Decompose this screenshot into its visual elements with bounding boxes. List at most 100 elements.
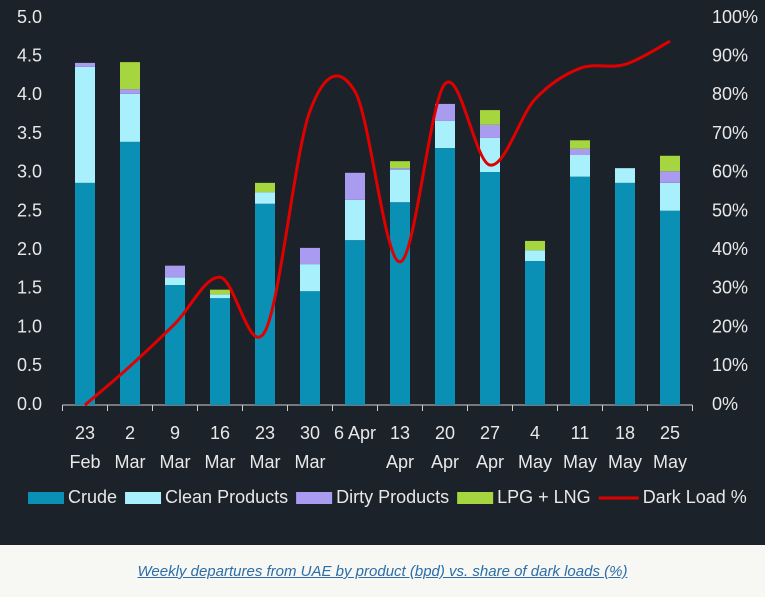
bar-segment [480, 172, 500, 405]
x-tick-label: 13 [390, 423, 410, 443]
x-tick-label: 25 [660, 423, 680, 443]
bar-segment [390, 202, 410, 405]
y-tick-label: 2.5 [17, 200, 42, 220]
x-tick-label: Feb [69, 452, 100, 472]
legend-swatch [28, 492, 64, 504]
y2-tick-label: 10% [712, 355, 748, 375]
bar-segment [210, 294, 230, 299]
bar-segment [300, 247, 320, 265]
x-tick-label: 27 [480, 423, 500, 443]
x-tick-label: 2 [125, 423, 135, 443]
y-tick-label: 1.5 [17, 278, 42, 298]
bar-segment [210, 289, 230, 295]
bar-segment [210, 298, 230, 405]
bar-segment [480, 124, 500, 138]
y-tick-label: 0.0 [17, 394, 42, 414]
x-tick-label: May [563, 452, 597, 472]
bar-segment [390, 169, 410, 203]
legend-label: Dirty Products [336, 487, 449, 507]
x-tick-label: Apr [431, 452, 459, 472]
bar-segment [165, 265, 185, 278]
y2-tick-label: 80% [712, 84, 748, 104]
bar-segment [390, 168, 410, 170]
y-tick-label: 4.5 [17, 45, 42, 65]
legend-label: Crude [68, 487, 117, 507]
bar-segment [660, 182, 680, 211]
y2-tick-label: 70% [712, 123, 748, 143]
bar-segment [615, 168, 635, 183]
bar-segment [255, 192, 275, 204]
bar-segment [615, 182, 635, 405]
y-tick-label: 3.0 [17, 162, 42, 182]
bar-segment [75, 66, 95, 183]
bar-segment [435, 120, 455, 149]
bar-segment [75, 182, 95, 405]
x-tick-label: Apr [476, 452, 504, 472]
bar-segment [345, 172, 365, 200]
bar-segment [525, 261, 545, 405]
x-tick-label: Mar [250, 452, 281, 472]
bar-segment [345, 240, 365, 405]
caption-link[interactable]: Weekly departures from UAE by product (b… [137, 563, 628, 580]
bar-segment [660, 171, 680, 183]
legend-swatch [125, 492, 162, 504]
y2-tick-label: 40% [712, 239, 748, 259]
x-tick-label: Apr [386, 452, 414, 472]
bar-segment [120, 93, 140, 142]
y-tick-label: 0.5 [17, 355, 42, 375]
bar-segment [165, 285, 185, 405]
y2-tick-label: 90% [712, 45, 748, 65]
y-tick-label: 1.0 [17, 316, 42, 336]
bar-segment [660, 155, 680, 172]
y2-tick-label: 60% [712, 162, 748, 182]
bar-segment [660, 210, 680, 405]
x-tick-label: 9 [170, 423, 180, 443]
x-tick-label: 16 [210, 423, 230, 443]
bar-segment [570, 154, 590, 177]
bar-segment [570, 140, 590, 149]
x-tick-label: 4 [530, 423, 540, 443]
x-tick-label: 20 [435, 423, 455, 443]
y2-tick-label: 20% [712, 316, 748, 336]
bar-segment [525, 240, 545, 251]
x-tick-label: Mar [295, 452, 326, 472]
bar-segment [435, 103, 455, 121]
line [84, 39, 671, 407]
bar-segment [570, 176, 590, 405]
bar-segment [120, 141, 140, 405]
y2-tick-label: 30% [712, 278, 748, 298]
legend-label: Dark Load % [643, 487, 747, 507]
bar-segment [300, 291, 320, 405]
y-tick-label: 3.5 [17, 123, 42, 143]
bar-segment [255, 203, 275, 405]
x-tick-label: Mar [160, 452, 191, 472]
legend-label: Clean Products [165, 487, 288, 507]
x-tick-label: May [653, 452, 687, 472]
x-tick-label: May [518, 452, 552, 472]
bar-segment [435, 148, 455, 406]
legend-swatch [457, 492, 494, 504]
x-tick-label: 6 Apr [334, 423, 376, 443]
bar-segment [75, 62, 95, 67]
bar-segment [345, 199, 365, 241]
bar-segment [120, 89, 140, 94]
x-tick-label: 11 [571, 423, 590, 443]
bar-segment [570, 148, 590, 155]
x-tick-label: Mar [115, 452, 146, 472]
x-tick-label: Mar [205, 452, 236, 472]
bar-segment [480, 110, 500, 125]
bar-segment [120, 62, 140, 90]
legend-swatch [296, 492, 333, 504]
y2-tick-label: 50% [712, 200, 748, 220]
bar-segment [300, 264, 320, 292]
legend-label: LPG + LNG [497, 487, 591, 507]
x-tick-label: 18 [615, 423, 635, 443]
x-tick-label: 30 [300, 423, 320, 443]
chart: 0.0 0.5 1.0 1.5 2.0 2.5 3.0 3.5 4.0 4.5 5.0 0% 10% 20… [0, 0, 765, 545]
y2-tick-label: 100% [712, 7, 758, 27]
x-tick-label: May [608, 452, 642, 472]
bar-segment [255, 182, 275, 193]
y-tick-label: 4.0 [17, 84, 42, 104]
bar-segment [390, 161, 410, 169]
